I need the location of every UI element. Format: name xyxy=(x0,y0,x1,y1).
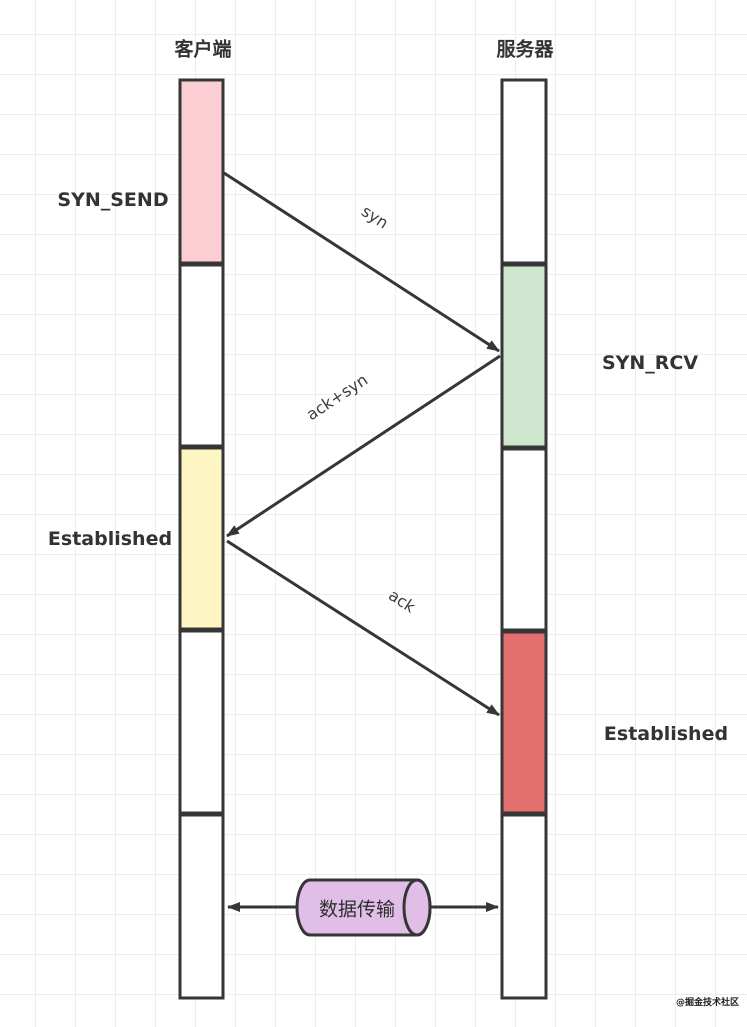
watermark: @掘金技术社区 xyxy=(675,998,739,1008)
server-established-label: Established xyxy=(603,723,729,745)
client-wait-segment-1 xyxy=(178,263,225,448)
client-wait-segment-3 xyxy=(178,813,225,1000)
ack-syn-arrow xyxy=(226,354,501,538)
data-transfer-cylinder xyxy=(295,878,432,937)
server-wait-segment-1 xyxy=(500,78,548,265)
client-syn-send-segment xyxy=(178,78,225,265)
ack-arrow xyxy=(226,539,500,717)
cylinder-rim xyxy=(402,878,432,937)
server-syn-rcv-label: SYN_RCV xyxy=(601,352,699,374)
server-syn-rcv-segment xyxy=(500,263,548,449)
server-wait-segment-2 xyxy=(500,447,548,632)
syn-arrow xyxy=(223,171,500,353)
client-wait-segment-2 xyxy=(178,629,225,815)
message-arrows xyxy=(223,171,501,912)
server-actor-label: 服务器 xyxy=(496,38,554,61)
client-syn-send-label: SYN_SEND xyxy=(57,189,169,211)
client-established-segment xyxy=(178,446,225,631)
server-established-segment xyxy=(500,630,548,815)
client-established-label: Established xyxy=(47,528,173,550)
server-lifeline xyxy=(500,78,548,1000)
client-lifeline xyxy=(178,78,225,1000)
data-transfer-label: 数据传输 xyxy=(318,898,396,921)
client-actor-label: 客户端 xyxy=(174,38,232,61)
server-wait-segment-3 xyxy=(500,813,548,1000)
